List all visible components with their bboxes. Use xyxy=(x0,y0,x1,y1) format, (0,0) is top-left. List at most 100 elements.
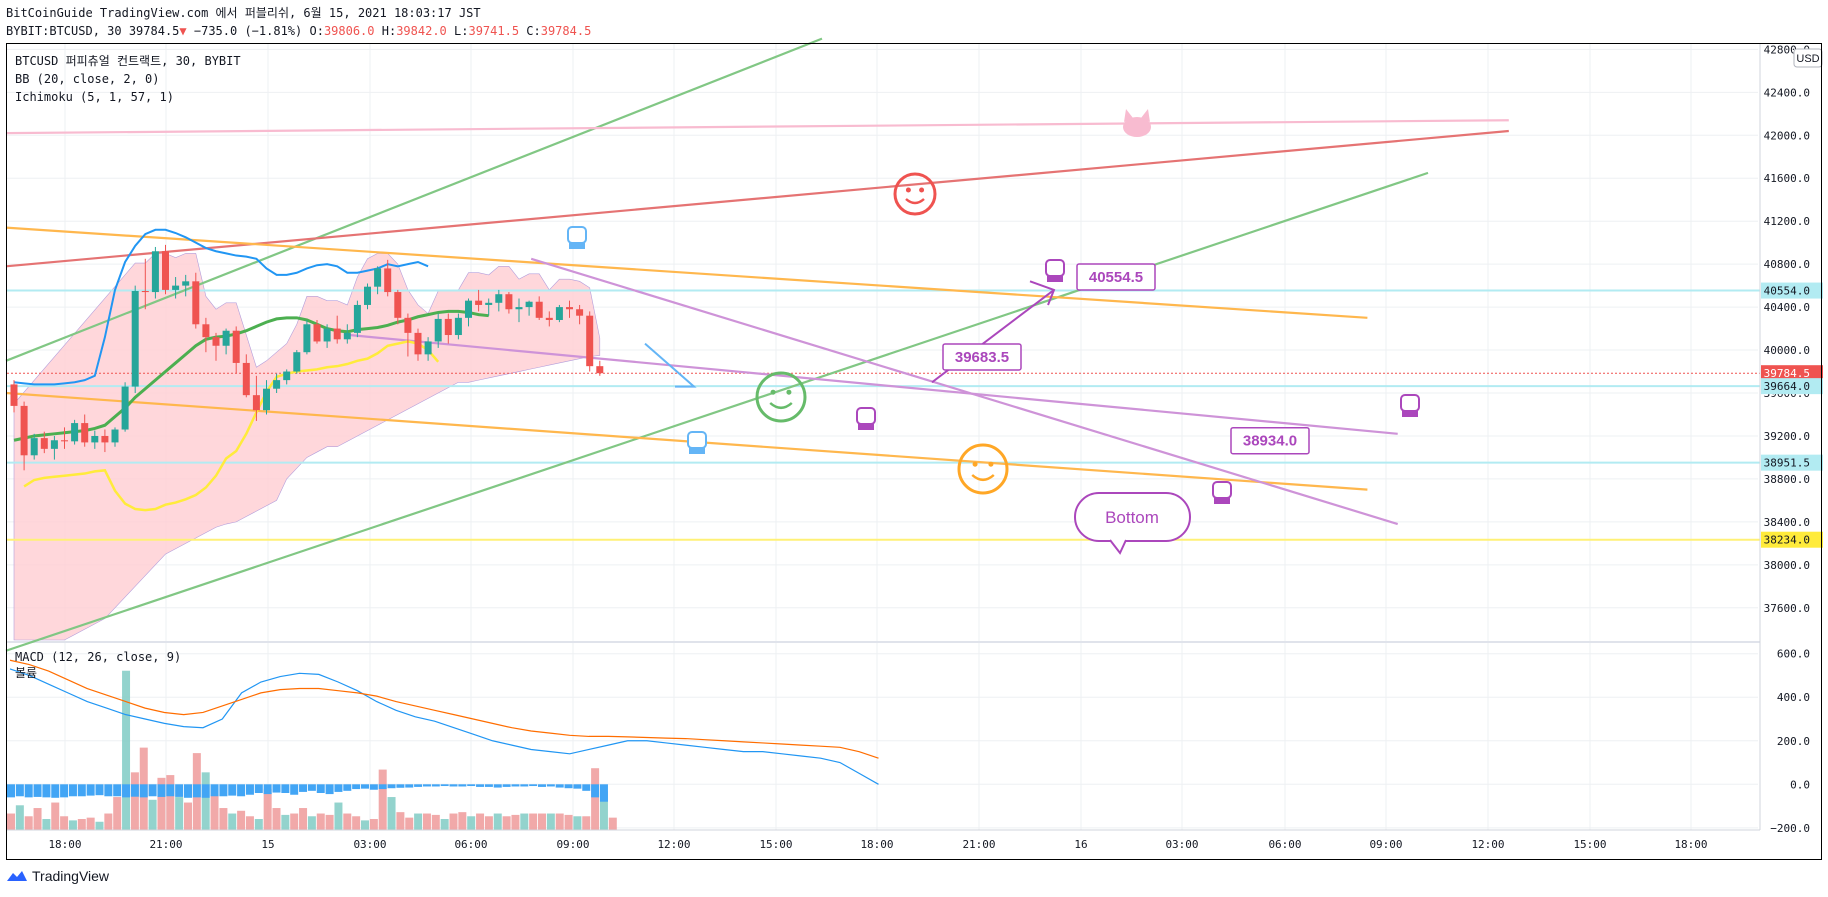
time-tick-label: 09:00 xyxy=(1369,838,1402,851)
candle-body xyxy=(475,300,483,305)
macd-tick-label: −200.0 xyxy=(1770,822,1810,835)
macd-histogram-bar xyxy=(546,784,555,787)
volume-bar xyxy=(502,816,511,830)
candle-body xyxy=(121,386,129,430)
chart-frame xyxy=(6,43,1822,860)
signal-line xyxy=(9,659,879,759)
candle-body xyxy=(545,317,553,320)
volume-bar xyxy=(449,813,458,830)
volume-bar xyxy=(290,813,299,830)
candle-body xyxy=(30,438,38,456)
high-label: H: xyxy=(381,24,397,38)
candle-body xyxy=(303,324,311,353)
volume-bar xyxy=(582,816,591,830)
candle-body xyxy=(81,423,89,443)
price-label: 38234.0 xyxy=(1761,531,1823,548)
callout-box xyxy=(1076,263,1156,291)
macd-tick-label: 200.0 xyxy=(1777,735,1810,748)
macd-histogram-bar xyxy=(369,784,378,790)
candle-body xyxy=(444,318,452,336)
macd-histogram-bar xyxy=(33,784,42,797)
unit-badge: USD xyxy=(1793,48,1823,68)
bubble-tail xyxy=(1109,539,1127,555)
face-eye xyxy=(770,389,776,395)
macd-histogram-bar xyxy=(122,784,131,798)
volume-bar xyxy=(555,813,564,830)
tradingview-footer[interactable]: TradingView xyxy=(6,868,109,884)
smiley-green-icon xyxy=(755,371,807,423)
hand-cuff xyxy=(858,424,874,430)
macd-line xyxy=(9,668,879,785)
volume-bar xyxy=(387,797,396,830)
time-tick-label: 15 xyxy=(261,838,274,851)
macd-histogram-bar xyxy=(77,784,86,797)
down-arrow-line xyxy=(644,342,697,388)
macd-tick-label: 0.0 xyxy=(1790,778,1810,791)
price-label-box xyxy=(1761,378,1823,395)
hand-pointer-icon xyxy=(567,226,587,249)
price-label: 39664.0 xyxy=(1761,378,1823,395)
hand-pointer-icon xyxy=(1045,259,1065,282)
price-tick-label: 40400.0 xyxy=(1764,301,1810,314)
trend-line xyxy=(349,333,1398,435)
volume-bar xyxy=(325,814,334,830)
macd-pane: 600.0 400.0 200.0 0.0 −200.0 xyxy=(7,648,1810,835)
macd-histogram-bar xyxy=(458,784,467,787)
published-header: BitCoinGuide TradingView.com 에서 퍼블리쉬, 6월… xyxy=(6,6,481,20)
time-tick-label: 18:00 xyxy=(48,838,81,851)
volume-bar xyxy=(201,772,210,830)
volume-bar xyxy=(33,808,42,830)
macd-histogram-bar xyxy=(582,784,591,791)
macd-histogram-bar xyxy=(476,784,485,787)
candle-body xyxy=(374,268,382,287)
legend-volume[interactable]: 볼륨 xyxy=(15,666,38,680)
price-change: −735.0 (−1.81%) xyxy=(193,24,303,38)
price-label: 38951.5 xyxy=(1761,454,1823,471)
candle-body xyxy=(586,315,594,367)
time-tick-label: 15:00 xyxy=(759,838,792,851)
volume-bar xyxy=(378,769,387,830)
time-tick-label: 15:00 xyxy=(1573,838,1606,851)
legend-macd[interactable]: MACD (12, 26, close, 9) xyxy=(15,650,182,664)
low-label: L: xyxy=(454,24,469,38)
trend-line xyxy=(5,171,1429,652)
candle-body xyxy=(404,317,412,333)
macd-histogram-bar xyxy=(564,784,573,789)
candle-body xyxy=(394,292,402,318)
price-tick-label: 40800.0 xyxy=(1764,258,1810,271)
candle-body xyxy=(485,302,493,305)
price-label-text: 39784.5 xyxy=(1764,367,1810,380)
face-outline xyxy=(755,371,807,423)
face-eye xyxy=(972,461,978,467)
volume-bar xyxy=(484,816,493,830)
face-outline xyxy=(957,443,1009,495)
volume-bar xyxy=(7,813,15,830)
hand-cuff xyxy=(1047,276,1063,282)
price-label-box xyxy=(1761,282,1823,299)
volume-bar xyxy=(573,816,582,830)
volume-bar xyxy=(422,813,431,830)
volume-bar xyxy=(254,819,263,830)
legend-ichimoku[interactable]: Ichimoku (5, 1, 57, 1) xyxy=(15,90,174,104)
candle-body xyxy=(273,380,281,389)
volume-bar xyxy=(60,816,69,830)
time-tick-label: 03:00 xyxy=(1165,838,1198,851)
legend-bb[interactable]: BB (20, close, 2, 0) xyxy=(15,72,160,86)
macd-histogram-bar xyxy=(95,784,104,796)
macd-histogram-bar xyxy=(343,784,352,791)
candle-body xyxy=(40,438,48,449)
callout-text: 40554.5 xyxy=(1089,269,1143,286)
volume-bar xyxy=(15,805,24,830)
price-tick-label: 41600.0 xyxy=(1764,172,1810,185)
macd-histogram-bar xyxy=(378,784,387,790)
unit-label: USD xyxy=(1796,53,1819,65)
legend-title: BTCUSD 퍼피츄얼 컨트랙트, 30, BYBIT xyxy=(15,54,241,68)
hand-cuff xyxy=(1402,411,1418,417)
volume-bar xyxy=(228,813,237,830)
volume-bar xyxy=(42,819,51,830)
macd-histogram-bar xyxy=(263,784,272,795)
macd-histogram-bar xyxy=(281,784,290,793)
volume-bar xyxy=(343,813,352,830)
volume-bar xyxy=(68,820,77,830)
